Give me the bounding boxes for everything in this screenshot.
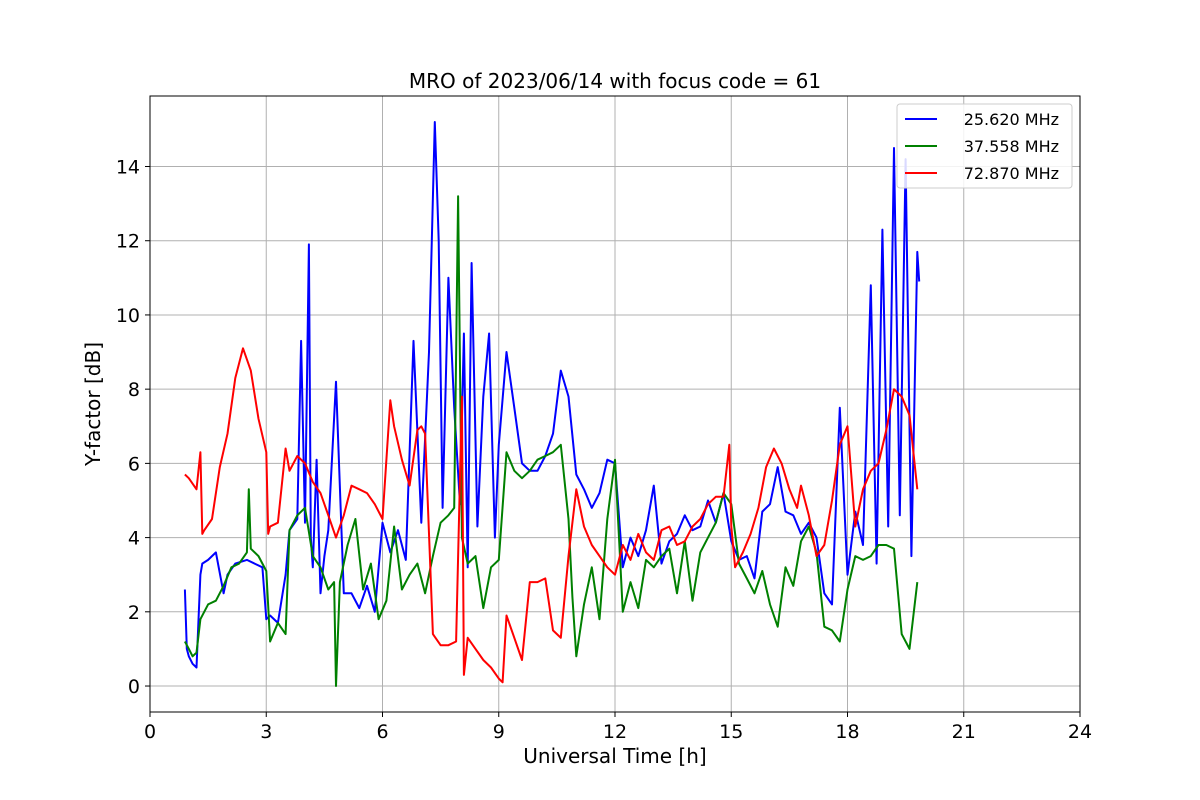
y-axis-label: Y-factor [dB] bbox=[81, 342, 105, 467]
series-group bbox=[183, 121, 921, 687]
x-tick-label: 15 bbox=[719, 721, 743, 743]
legend-label-0: 25.620 MHz bbox=[964, 110, 1059, 129]
series-line-1 bbox=[184, 195, 919, 687]
y-tick-label: 4 bbox=[128, 528, 140, 550]
y-tick-label: 10 bbox=[116, 305, 140, 327]
x-tick-label: 21 bbox=[952, 721, 976, 743]
series-line-2 bbox=[184, 347, 919, 684]
x-tick-label: 9 bbox=[493, 721, 505, 743]
x-tick-label: 0 bbox=[144, 721, 156, 743]
legend-box bbox=[896, 103, 1073, 189]
y-tick-label: 2 bbox=[128, 602, 140, 624]
x-tick-label: 6 bbox=[376, 721, 388, 743]
y-tick-label: 6 bbox=[128, 453, 140, 475]
y-tick-label: 0 bbox=[128, 676, 140, 698]
y-tick-label: 12 bbox=[116, 231, 140, 253]
x-axis-label: Universal Time [h] bbox=[523, 744, 706, 768]
legend-label-1: 37.558 MHz bbox=[964, 137, 1059, 156]
x-tick-label: 3 bbox=[260, 721, 272, 743]
x-tick-label: 18 bbox=[835, 721, 859, 743]
y-tick-label: 8 bbox=[128, 379, 140, 401]
legend-label-2: 72.870 MHz bbox=[964, 164, 1059, 183]
chart-title: MRO of 2023/06/14 with focus code = 61 bbox=[409, 69, 821, 93]
x-tick-label: 24 bbox=[1068, 721, 1092, 743]
legend: 25.620 MHz 37.558 MHz 72.870 MHz bbox=[896, 103, 1073, 189]
y-tick-label: 14 bbox=[116, 157, 140, 179]
x-tick-label: 12 bbox=[603, 721, 627, 743]
